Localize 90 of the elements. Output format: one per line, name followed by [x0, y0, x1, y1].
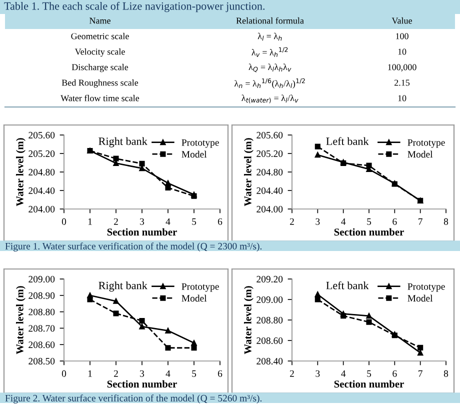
y-tick-label: 208.40 [256, 358, 283, 365]
y-tick-label: 209.00 [256, 296, 283, 304]
text: Geometric scale [71, 32, 129, 40]
text: 2.15 [394, 80, 410, 86]
text: Discharge scale [72, 64, 128, 72]
x-tick-label: 3 [316, 218, 320, 225]
x-tick-label: 8 [444, 218, 448, 225]
y-tick-label: 205.20 [28, 150, 55, 158]
y-axis-title: Water level (m) [16, 286, 26, 354]
caption: Figure 1. Water surface verification of the model (Q = 2300 m³/s). [5, 242, 262, 252]
x-tick-label: 0 [62, 218, 66, 225]
text: 100,000 [388, 64, 416, 72]
x-tick-label: 4 [341, 218, 346, 225]
y-axis-title: Water level (m) [244, 138, 254, 206]
x-tick-label: 1 [88, 218, 92, 225]
y-tick-label: 204.00 [28, 206, 55, 213]
x-tick-label: 2 [114, 370, 118, 377]
y-tick-label: 208.70 [28, 325, 55, 332]
x-tick-label: 2 [290, 218, 294, 225]
x-tick-label: 4 [341, 370, 346, 377]
chart-title: Right bank [98, 281, 148, 292]
text: 10 [398, 95, 406, 102]
y-tick-label: 204.80 [256, 168, 283, 176]
text: 10 [398, 48, 406, 55]
x-axis-title: Section number [334, 380, 404, 388]
text: 100 [396, 33, 408, 40]
chart-title: Right bank [98, 137, 148, 148]
x-axis-title: Section number [334, 228, 404, 236]
x-tick-label: 5 [192, 370, 196, 377]
chart-title: Left bank [326, 137, 369, 146]
y-tick-label: 204.00 [256, 206, 283, 213]
legend-label: Model [408, 294, 433, 302]
x-axis-title: Section number [107, 380, 177, 388]
x-tick-label: 8 [444, 370, 448, 377]
x-tick-label: 6 [392, 370, 397, 377]
text: Table 1. The each scale of Lize navigation-power junction. [4, 2, 265, 12]
y-axis-title: Water level (m) [244, 286, 254, 354]
text: λ$_{t(water)}$ = λ$_{l}$/λ$_{v}$ [242, 94, 298, 104]
y-tick-label: 208.80 [256, 316, 283, 324]
text: λ$_{v}$ = λ$_{h}$$^{1/2}$ [252, 47, 288, 57]
x-tick-label: 5 [367, 370, 372, 377]
x-tick-label: 7 [418, 370, 422, 377]
x-tick-label: 0 [62, 370, 66, 377]
legend-label: Model [182, 150, 207, 158]
text: λ$_{l}$ = λ$_{h}$ [258, 32, 282, 41]
y-axis-title: Water level (m) [16, 138, 26, 206]
y-tick-label: 204.80 [28, 168, 55, 176]
y-tick-label: 208.60 [28, 342, 55, 348]
x-tick-label: 4 [166, 218, 170, 225]
y-tick-label: 208.90 [28, 292, 55, 299]
y-tick-label: 208.50 [28, 358, 55, 365]
y-tick-label: 205.20 [256, 150, 283, 158]
x-tick-label: 5 [367, 218, 372, 225]
x-tick-label: 4 [166, 370, 170, 377]
text: Velocity scale [74, 48, 125, 57]
category-label: Relational formula [236, 17, 304, 24]
text: Water flow time scale [60, 94, 140, 102]
y-tick-label: 205.60 [28, 132, 55, 139]
text: λ$_{Q}$ = λ$_{l}$λ$_{h}$λ$_{v}$ [248, 64, 292, 72]
y-tick-label: 208.60 [256, 337, 283, 344]
category-label: Name [89, 18, 110, 24]
x-tick-label: 2 [290, 370, 294, 377]
x-tick-label: 2 [114, 218, 118, 225]
x-tick-label: 1 [88, 370, 92, 377]
legend-label: Model [408, 150, 433, 158]
x-tick-label: 7 [418, 218, 422, 225]
legend-label: Prototype [182, 283, 219, 292]
y-tick-label: 209.20 [256, 276, 283, 283]
x-tick-label: 3 [140, 218, 144, 225]
x-tick-label: 6 [218, 218, 222, 225]
text: λ$_{n}$ = λ$_{h}$$^{1/6}$(λ$_{h}$/λ$_{l}$)$^{1/2}$ [234, 78, 305, 88]
x-tick-label: 6 [392, 218, 397, 225]
legend-label: Model [182, 294, 207, 302]
x-axis-title: Section number [107, 228, 177, 236]
legend-label: Prototype [182, 139, 219, 148]
caption: Figure 2. Water surface verification of the model (Q = 5260 m³/s). [5, 394, 262, 404]
x-tick-label: 3 [316, 370, 320, 377]
legend-label: Prototype [408, 283, 445, 292]
y-tick-label: 208.80 [28, 308, 55, 316]
y-tick-label: 204.40 [256, 187, 283, 194]
category-label: Value [392, 17, 412, 24]
text: Bed Roughness scale [62, 79, 138, 88]
y-tick-label: 209.00 [28, 276, 55, 283]
y-tick-label: 204.40 [28, 187, 55, 194]
x-tick-label: 6 [218, 370, 222, 377]
y-tick-label: 205.60 [256, 132, 283, 139]
chart-title: Left bank [326, 281, 369, 290]
x-tick-label: 5 [192, 218, 196, 225]
legend-label: Prototype [408, 139, 445, 148]
x-tick-label: 3 [140, 370, 144, 377]
